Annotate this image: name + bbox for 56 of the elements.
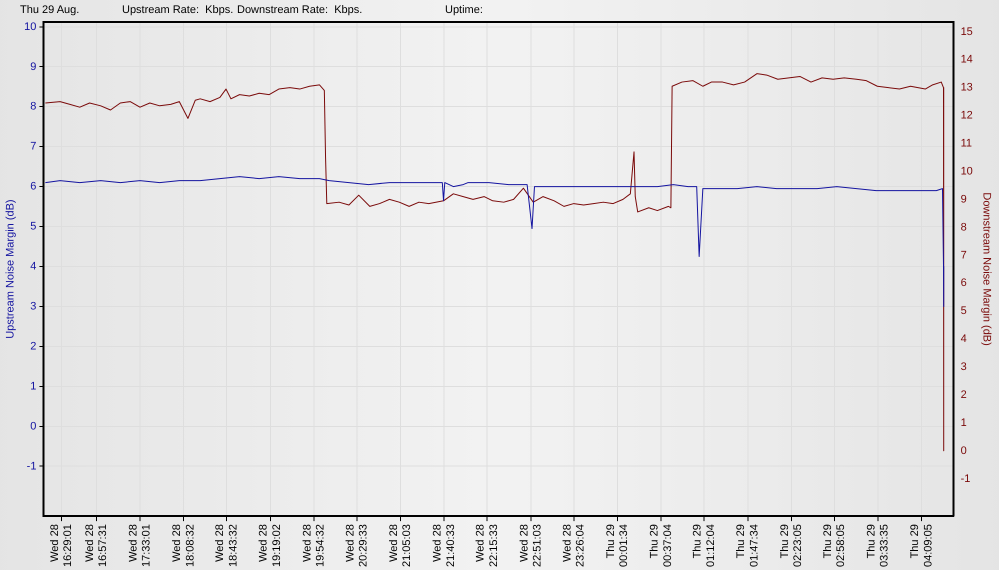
y2-tick-label: 15: [960, 26, 973, 38]
x-tick-label: Wed 28 18:08:32: [171, 524, 196, 568]
x-tick-label: Wed 28 16:57:31: [84, 524, 110, 568]
x-tick-label: Wed 28 22:15:33: [474, 524, 500, 568]
x-tick-label: Wed 28 16:29:01: [48, 524, 74, 568]
y2-tick-label: 2: [960, 388, 967, 401]
text: Downstream Rate: Kbps.: [237, 4, 362, 16]
x-tick-label: Wed 28 23:26:04: [561, 524, 587, 568]
y2-tick-label: 12: [960, 110, 973, 122]
y-tick-label: 5: [30, 220, 36, 233]
x-tick-label: Wed 28 22:51:03: [518, 524, 544, 568]
y-tick-label: 6: [30, 180, 36, 193]
x-tick-label: Thu 29 00:37:04: [648, 524, 674, 568]
x-tick-label: Wed 28 21:05:03: [388, 524, 414, 568]
x-tick-label: Wed 28 21:40:33: [432, 524, 457, 568]
y2-tick-label: 14: [960, 54, 973, 66]
y2-tick-label: 9: [960, 193, 967, 206]
y2-tick-label: 4: [960, 333, 967, 346]
x-tick-label: Thu 29 04:09:05: [909, 524, 934, 568]
x-tick-label: Thu 29 02:23:05: [778, 524, 804, 568]
x-tick-label: Wed 28 19:19:02: [258, 524, 283, 568]
y2-tick-label: 3: [960, 361, 967, 374]
y-tick-label: 7: [30, 140, 36, 153]
y2-tick-label: 0: [960, 444, 967, 457]
x-tick-label: Thu 29 00:01:34: [604, 524, 630, 568]
x-tick-label: Wed 28 19:54:32: [301, 524, 327, 568]
x-tick-label: Wed 28 17:33:01: [127, 524, 153, 568]
y-tick-label: 1: [30, 380, 36, 392]
y-tick-label: 3: [30, 300, 36, 312]
y-tick-label: 10: [24, 20, 36, 33]
y2-tick-label: 13: [960, 82, 973, 94]
y2-axis-title: Downstream Noise Margin (dB): [980, 192, 992, 346]
x-tick-label: Wed 28 18:43:32: [214, 524, 240, 568]
x-tick-label: Thu 29 01:47:34: [735, 524, 760, 568]
y-tick-label: 0: [30, 420, 36, 432]
text: Thu 29 Aug.: [20, 4, 80, 16]
y2-tick-label: 5: [960, 305, 967, 318]
y2-tick-label: 8: [960, 221, 967, 234]
x-tick-label: Thu 29 01:12:04: [692, 524, 717, 568]
x-tick-label: Thu 29 03:33:35: [866, 524, 891, 568]
x-tick-label: Wed 28 20:29:33: [344, 524, 370, 568]
y-tick-label: 8: [30, 100, 36, 113]
y-tick-label: 9: [30, 60, 36, 73]
text: Uptime:: [445, 4, 483, 16]
y2-tick-label: 7: [960, 249, 967, 262]
x-tick-label: Thu 29 02:58:05: [822, 524, 848, 568]
y2-tick-label: 10: [960, 165, 973, 178]
y-axis-title: Upstream Noise Margin (dB): [4, 199, 17, 339]
y2-tick-label: 11: [960, 138, 972, 150]
y2-tick-label: 6: [960, 277, 967, 290]
y-tick-label: -1: [26, 460, 36, 472]
y2-tick-label: -1: [960, 472, 970, 485]
y2-tick-label: 1: [960, 416, 967, 429]
y-tick-label: 4: [30, 260, 36, 273]
text: Upstream Rate: Kbps.: [122, 4, 234, 16]
y-tick-label: 2: [30, 340, 36, 352]
